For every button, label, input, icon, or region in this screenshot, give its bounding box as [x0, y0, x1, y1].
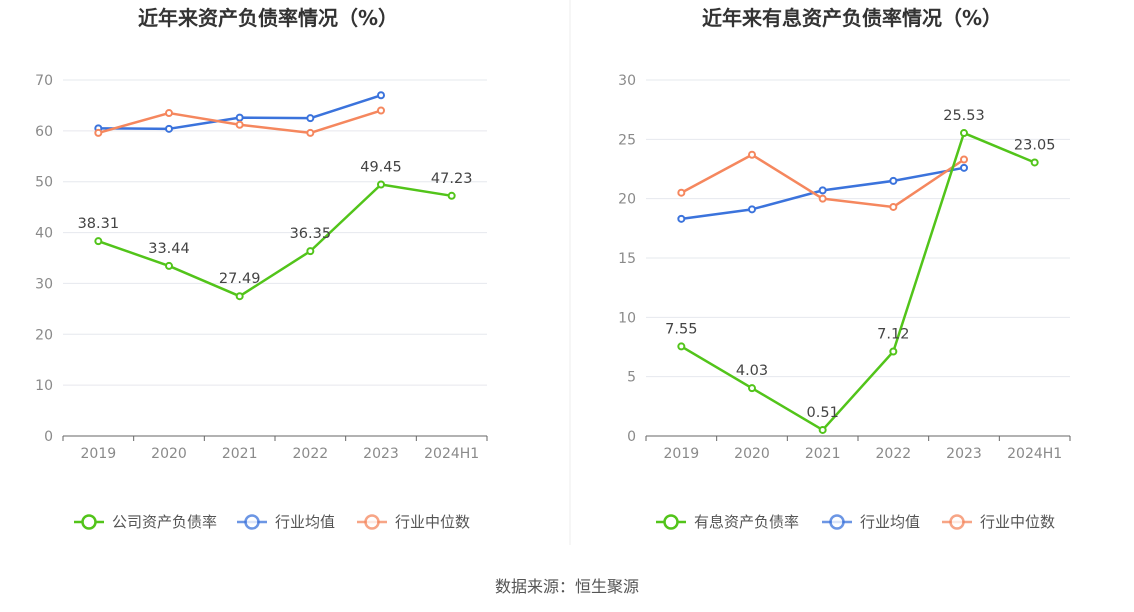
x-tick-label: 2021	[805, 446, 841, 462]
y-tick-label: 30	[35, 276, 53, 292]
y-tick-label: 70	[35, 73, 53, 89]
legend-label: 行业均值	[275, 513, 335, 531]
data-label: 49.45	[360, 160, 402, 176]
data-point[interactable]	[377, 180, 385, 189]
legend-item-2[interactable]: 行业中位数	[942, 513, 1055, 531]
y-tick-label: 30	[618, 73, 636, 89]
legend-label: 行业中位数	[980, 513, 1055, 531]
data-point[interactable]	[677, 214, 686, 223]
y-tick-label: 5	[627, 370, 636, 386]
legend-marker	[663, 514, 679, 530]
x-tick-label: 2023	[946, 446, 982, 462]
x-tick-label: 2020	[151, 446, 187, 462]
y-tick-label: 0	[627, 429, 636, 445]
data-point[interactable]	[748, 150, 756, 159]
data-point[interactable]	[165, 109, 173, 118]
legend-label: 行业均值	[860, 513, 920, 531]
data-label: 27.49	[219, 271, 261, 287]
chart-interest-debt-ratio: 近年来有息资产负债率情况（%） 0 5 10 15 20 25 30 2019 2020 2021 2…	[618, 6, 1071, 531]
data-point[interactable]	[818, 425, 827, 434]
data-point[interactable]	[377, 106, 385, 115]
data-point[interactable]	[235, 292, 244, 301]
data-label: 0.51	[807, 405, 839, 421]
y-tick-label: 0	[44, 429, 53, 445]
series-line-0	[97, 183, 452, 298]
chart-title: 近年来有息资产负债率情况（%）	[702, 6, 1002, 30]
data-point[interactable]	[818, 194, 827, 203]
series-line-0	[680, 131, 1036, 432]
data-label: 36.35	[290, 226, 332, 242]
y-tick-label: 20	[35, 327, 53, 343]
data-point[interactable]	[960, 155, 968, 164]
data-point[interactable]	[306, 114, 315, 123]
data-point[interactable]	[960, 163, 968, 172]
data-point[interactable]	[677, 188, 686, 197]
legend-item-0[interactable]: 公司资产负债率	[74, 513, 217, 531]
legend-label: 行业中位数	[395, 513, 470, 531]
data-point[interactable]	[447, 191, 456, 200]
data-point[interactable]	[889, 202, 898, 211]
chart-title: 近年来资产负债率情况（%）	[138, 6, 398, 30]
y-tick-label: 20	[618, 192, 636, 208]
y-tick-label: 10	[618, 310, 636, 326]
data-label: 4.03	[736, 363, 768, 379]
data-label: 7.12	[877, 327, 909, 343]
x-tick-label: 2020	[734, 446, 770, 462]
data-point[interactable]	[377, 91, 385, 100]
legend-marker	[829, 514, 845, 530]
x-tick-label: 2023	[363, 446, 399, 462]
data-point[interactable]	[960, 129, 968, 138]
x-tick-label: 2019	[81, 446, 117, 462]
x-tick-label: 2019	[664, 446, 700, 462]
data-label: 23.05	[1014, 137, 1056, 153]
legend-label: 有息资产负债率	[694, 513, 799, 531]
x-tick-label: 2022	[876, 446, 912, 462]
data-point[interactable]	[235, 113, 244, 122]
data-point[interactable]	[306, 247, 315, 256]
legend-label: 公司资产负债率	[112, 513, 217, 531]
chart-debt-ratio: 近年来资产负债率情况（%） 0 10 20 30 40 50 60 70 2019 2020 2021…	[35, 6, 488, 531]
legend-marker	[244, 514, 260, 530]
legend-marker	[364, 514, 380, 530]
data-point[interactable]	[1030, 158, 1039, 167]
data-label: 38.31	[78, 216, 120, 232]
x-tick-label: 2022	[293, 446, 329, 462]
data-point[interactable]	[235, 120, 244, 129]
data-label: 7.55	[665, 321, 697, 337]
data-point[interactable]	[94, 237, 103, 246]
y-tick-label: 15	[618, 251, 636, 267]
data-label: 47.23	[431, 171, 473, 187]
data-point[interactable]	[677, 342, 686, 351]
legend-item-1[interactable]: 行业均值	[822, 513, 920, 531]
data-label: 25.53	[943, 108, 985, 124]
data-point[interactable]	[889, 347, 898, 356]
data-point[interactable]	[306, 128, 315, 137]
data-point[interactable]	[889, 176, 898, 185]
data-point[interactable]	[818, 186, 827, 195]
data-point[interactable]	[748, 205, 756, 214]
x-tick-label: 2021	[222, 446, 258, 462]
data-point[interactable]	[748, 384, 756, 393]
x-tick-label: 2024H1	[424, 446, 479, 462]
x-tick-label: 2024H1	[1007, 446, 1062, 462]
y-tick-label: 50	[35, 175, 53, 191]
data-point[interactable]	[165, 124, 173, 133]
legend-item-2[interactable]: 行业中位数	[357, 513, 470, 531]
y-tick-label: 10	[35, 378, 53, 394]
legend-marker	[81, 514, 97, 530]
legend-item-0[interactable]: 有息资产负债率	[656, 513, 799, 531]
data-point[interactable]	[165, 261, 173, 270]
y-tick-label: 60	[35, 124, 53, 140]
data-label: 33.44	[148, 241, 190, 257]
y-tick-label: 25	[618, 132, 636, 148]
data-source-note: 数据来源：恒生聚源	[495, 577, 639, 596]
data-point[interactable]	[94, 128, 103, 137]
legend-marker	[949, 514, 965, 530]
legend-item-1[interactable]: 行业均值	[237, 513, 335, 531]
y-tick-label: 40	[35, 226, 53, 242]
